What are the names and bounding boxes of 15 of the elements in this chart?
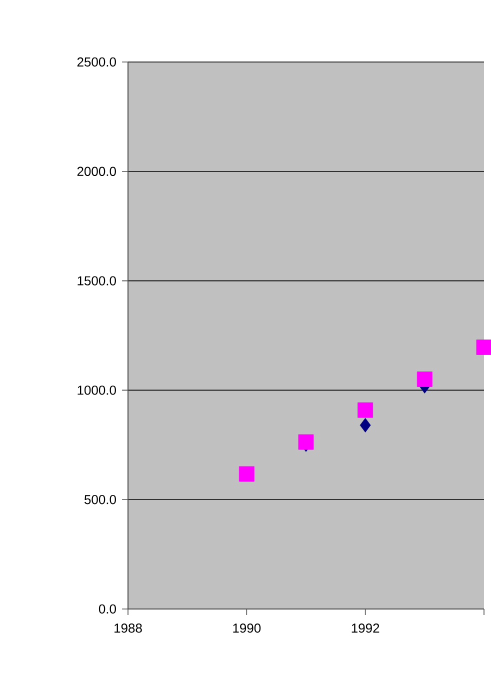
point — [476, 340, 491, 356]
point — [238, 466, 254, 482]
y-tick-label: 2500.0 — [77, 57, 116, 67]
x-tick-label: 1990 — [232, 624, 260, 633]
point — [357, 402, 373, 418]
y-tick-label: 500.0 — [84, 494, 116, 504]
point — [416, 372, 432, 387]
point — [298, 434, 314, 450]
x-tick-label: 1988 — [114, 624, 142, 633]
y-tick-label: 0.0 — [98, 604, 116, 614]
y-tick-label: 1000.0 — [77, 386, 116, 395]
point — [360, 418, 371, 432]
y-tick-label: 2000.0 — [77, 166, 116, 176]
x-tick-label: 1992 — [352, 624, 379, 633]
y-tick-label: 1500.0 — [77, 276, 116, 286]
